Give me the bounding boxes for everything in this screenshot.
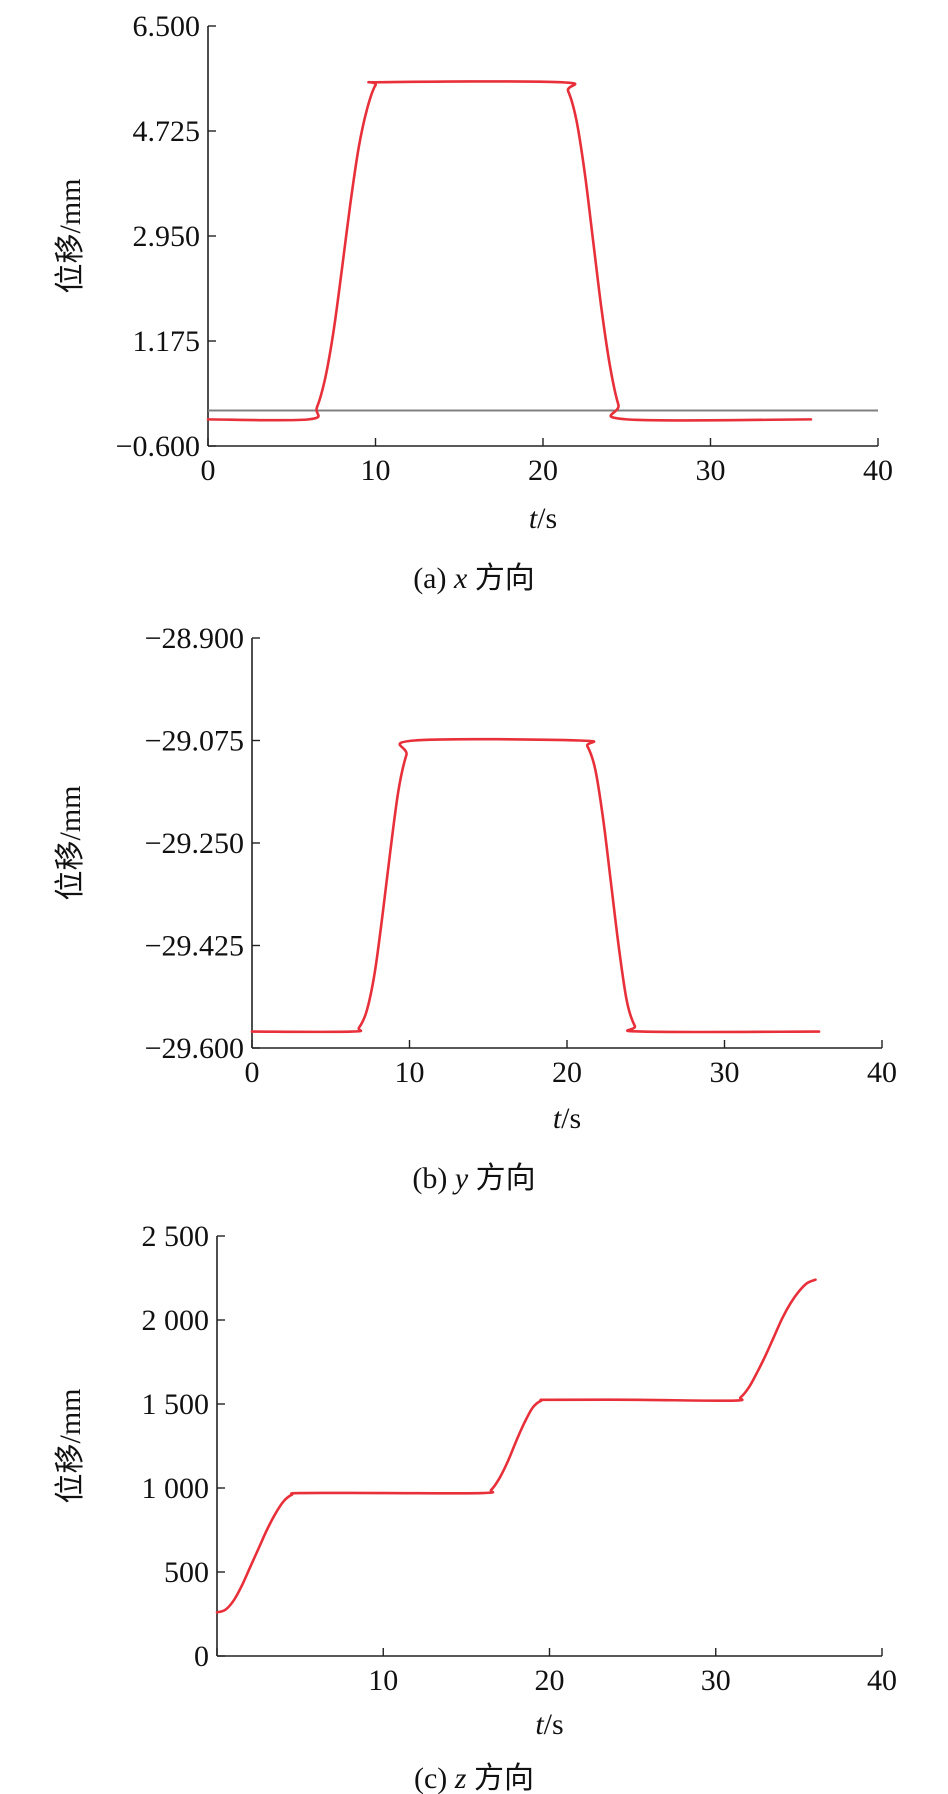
- y-tick-label: 1.175: [133, 325, 201, 358]
- y-tick-label: 2.950: [133, 220, 201, 253]
- panel-x-direction: −0.600 1.175 2.950 4.725 6.500 0 10 20 30 40 位移/m…: [54, 10, 893, 595]
- y-tick-label: −0.600: [116, 430, 200, 463]
- x-axis-label-var: t: [529, 502, 538, 535]
- x-tick-label: 0: [245, 1056, 260, 1089]
- tick-group: −29.600 −29.425 −29.250 −29.075 −28.900 0 10 20…: [145, 622, 897, 1089]
- x-axis-label-unit: /s: [537, 502, 557, 535]
- y-tick-label: 1 500: [142, 1388, 210, 1421]
- panel-caption: (b) y 方向: [412, 1162, 535, 1195]
- series-line: [250, 737, 821, 1034]
- x-tick-label: 10: [361, 454, 391, 487]
- y-tick-label: 500: [164, 1556, 209, 1589]
- caption-var: z: [454, 1762, 467, 1794]
- panel-caption: (a) x 方向: [413, 562, 535, 595]
- x-tick-label: 40: [863, 454, 893, 487]
- y-tick-label: −29.600: [145, 1032, 244, 1065]
- x-tick-label: 30: [710, 1056, 740, 1089]
- x-tick-label: 10: [368, 1664, 398, 1697]
- x-axis-label: t/s: [529, 502, 557, 535]
- x-tick-label: 0: [201, 454, 216, 487]
- x-axis-label-var: t: [535, 1708, 544, 1741]
- caption-suffix: 方向: [466, 1762, 534, 1794]
- series-group: [250, 737, 821, 1034]
- x-tick-label: 40: [867, 1056, 897, 1089]
- x-axis-label: t/s: [553, 1102, 581, 1135]
- x-axis-label-unit: /s: [561, 1102, 581, 1135]
- panel-caption: (c) z 方向: [414, 1762, 534, 1794]
- x-tick-label: 10: [395, 1056, 425, 1089]
- y-axis-label: 位移/mm: [54, 1388, 87, 1503]
- y-tick-label: 0: [194, 1640, 209, 1673]
- caption-var: y: [452, 1162, 469, 1195]
- series-line: [206, 80, 813, 422]
- caption-prefix: (b): [412, 1162, 454, 1195]
- tick-group: −0.600 1.175 2.950 4.725 6.500 0 10 20 30 40: [116, 10, 893, 487]
- y-tick-label: 2 500: [142, 1220, 210, 1253]
- x-tick-label: 20: [528, 454, 558, 487]
- x-axis-label-unit: /s: [544, 1708, 564, 1741]
- caption-prefix: (a): [413, 562, 454, 595]
- y-tick-label: −29.250: [145, 827, 244, 860]
- series-group: [215, 1278, 817, 1614]
- y-tick-label: 4.725: [133, 115, 201, 148]
- y-tick-label: −28.900: [145, 622, 244, 655]
- caption-suffix: 方向: [468, 1162, 536, 1195]
- x-tick-label: 30: [701, 1664, 731, 1697]
- y-tick-label: 6.500: [133, 10, 201, 43]
- y-axis-label: 位移/mm: [54, 178, 87, 293]
- x-tick-label: 30: [696, 454, 726, 487]
- x-axis-label: t/s: [535, 1708, 563, 1741]
- panel-z-direction: 0 500 1 000 1 500 2 000 2 500 10 20 30 40 位移/mm t…: [54, 1220, 897, 1794]
- x-tick-label: 20: [535, 1664, 565, 1697]
- y-tick-label: −29.425: [145, 930, 244, 963]
- caption-var: x: [453, 562, 468, 595]
- y-tick-label: 2 000: [142, 1304, 210, 1337]
- y-tick-label: 1 000: [142, 1472, 210, 1505]
- y-tick-label: −29.075: [145, 725, 244, 758]
- x-tick-label: 20: [552, 1056, 582, 1089]
- y-axis-label: 位移/mm: [54, 785, 87, 900]
- tick-group: 0 500 1 000 1 500 2 000 2 500 10 20 30 40: [142, 1220, 898, 1697]
- series-line: [215, 1278, 817, 1614]
- x-axis-label-var: t: [553, 1102, 562, 1135]
- caption-prefix: (c): [414, 1762, 455, 1794]
- caption-suffix: 方向: [467, 562, 535, 595]
- x-tick-label: 40: [867, 1664, 897, 1697]
- series-group: [206, 80, 813, 422]
- panel-y-direction: −29.600 −29.425 −29.250 −29.075 −28.900 0 10 20…: [54, 622, 897, 1195]
